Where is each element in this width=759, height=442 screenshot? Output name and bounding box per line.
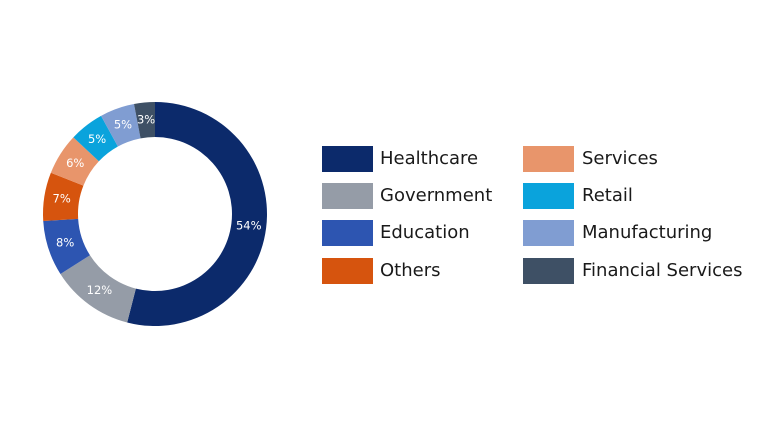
legend-swatch xyxy=(322,146,373,172)
pie-slice xyxy=(43,218,90,275)
pie-slice xyxy=(50,137,99,186)
pie-slice xyxy=(60,255,136,323)
value-label: 8% xyxy=(56,236,74,250)
legend-swatch xyxy=(523,146,574,172)
legend-label: Education xyxy=(380,222,470,243)
legend-label: Financial Services xyxy=(582,260,742,281)
legend-swatch xyxy=(523,183,574,209)
pie-slice xyxy=(101,103,141,147)
value-label: 7% xyxy=(53,192,71,206)
legend-swatch xyxy=(322,183,373,209)
legend-label: Retail xyxy=(582,185,633,206)
value-label: 12% xyxy=(87,283,113,297)
legend-label: Services xyxy=(582,148,658,169)
legend-label: Manufacturing xyxy=(582,222,712,243)
pie-slice xyxy=(134,102,155,139)
pie-slice xyxy=(127,102,267,326)
value-label: 5% xyxy=(88,132,106,146)
legend-label: Others xyxy=(380,260,441,281)
value-label: 5% xyxy=(114,118,132,132)
legend-swatch xyxy=(322,258,373,284)
pie-slice xyxy=(43,172,84,222)
pie-slice xyxy=(73,115,118,162)
value-label: 3% xyxy=(137,112,155,126)
value-label: 6% xyxy=(66,156,84,170)
legend-swatch xyxy=(322,220,373,246)
legend-swatch xyxy=(523,258,574,284)
value-label: 54% xyxy=(236,218,262,232)
legend-label: Healthcare xyxy=(380,148,478,169)
legend-swatch xyxy=(523,220,574,246)
legend-label: Government xyxy=(380,185,492,206)
